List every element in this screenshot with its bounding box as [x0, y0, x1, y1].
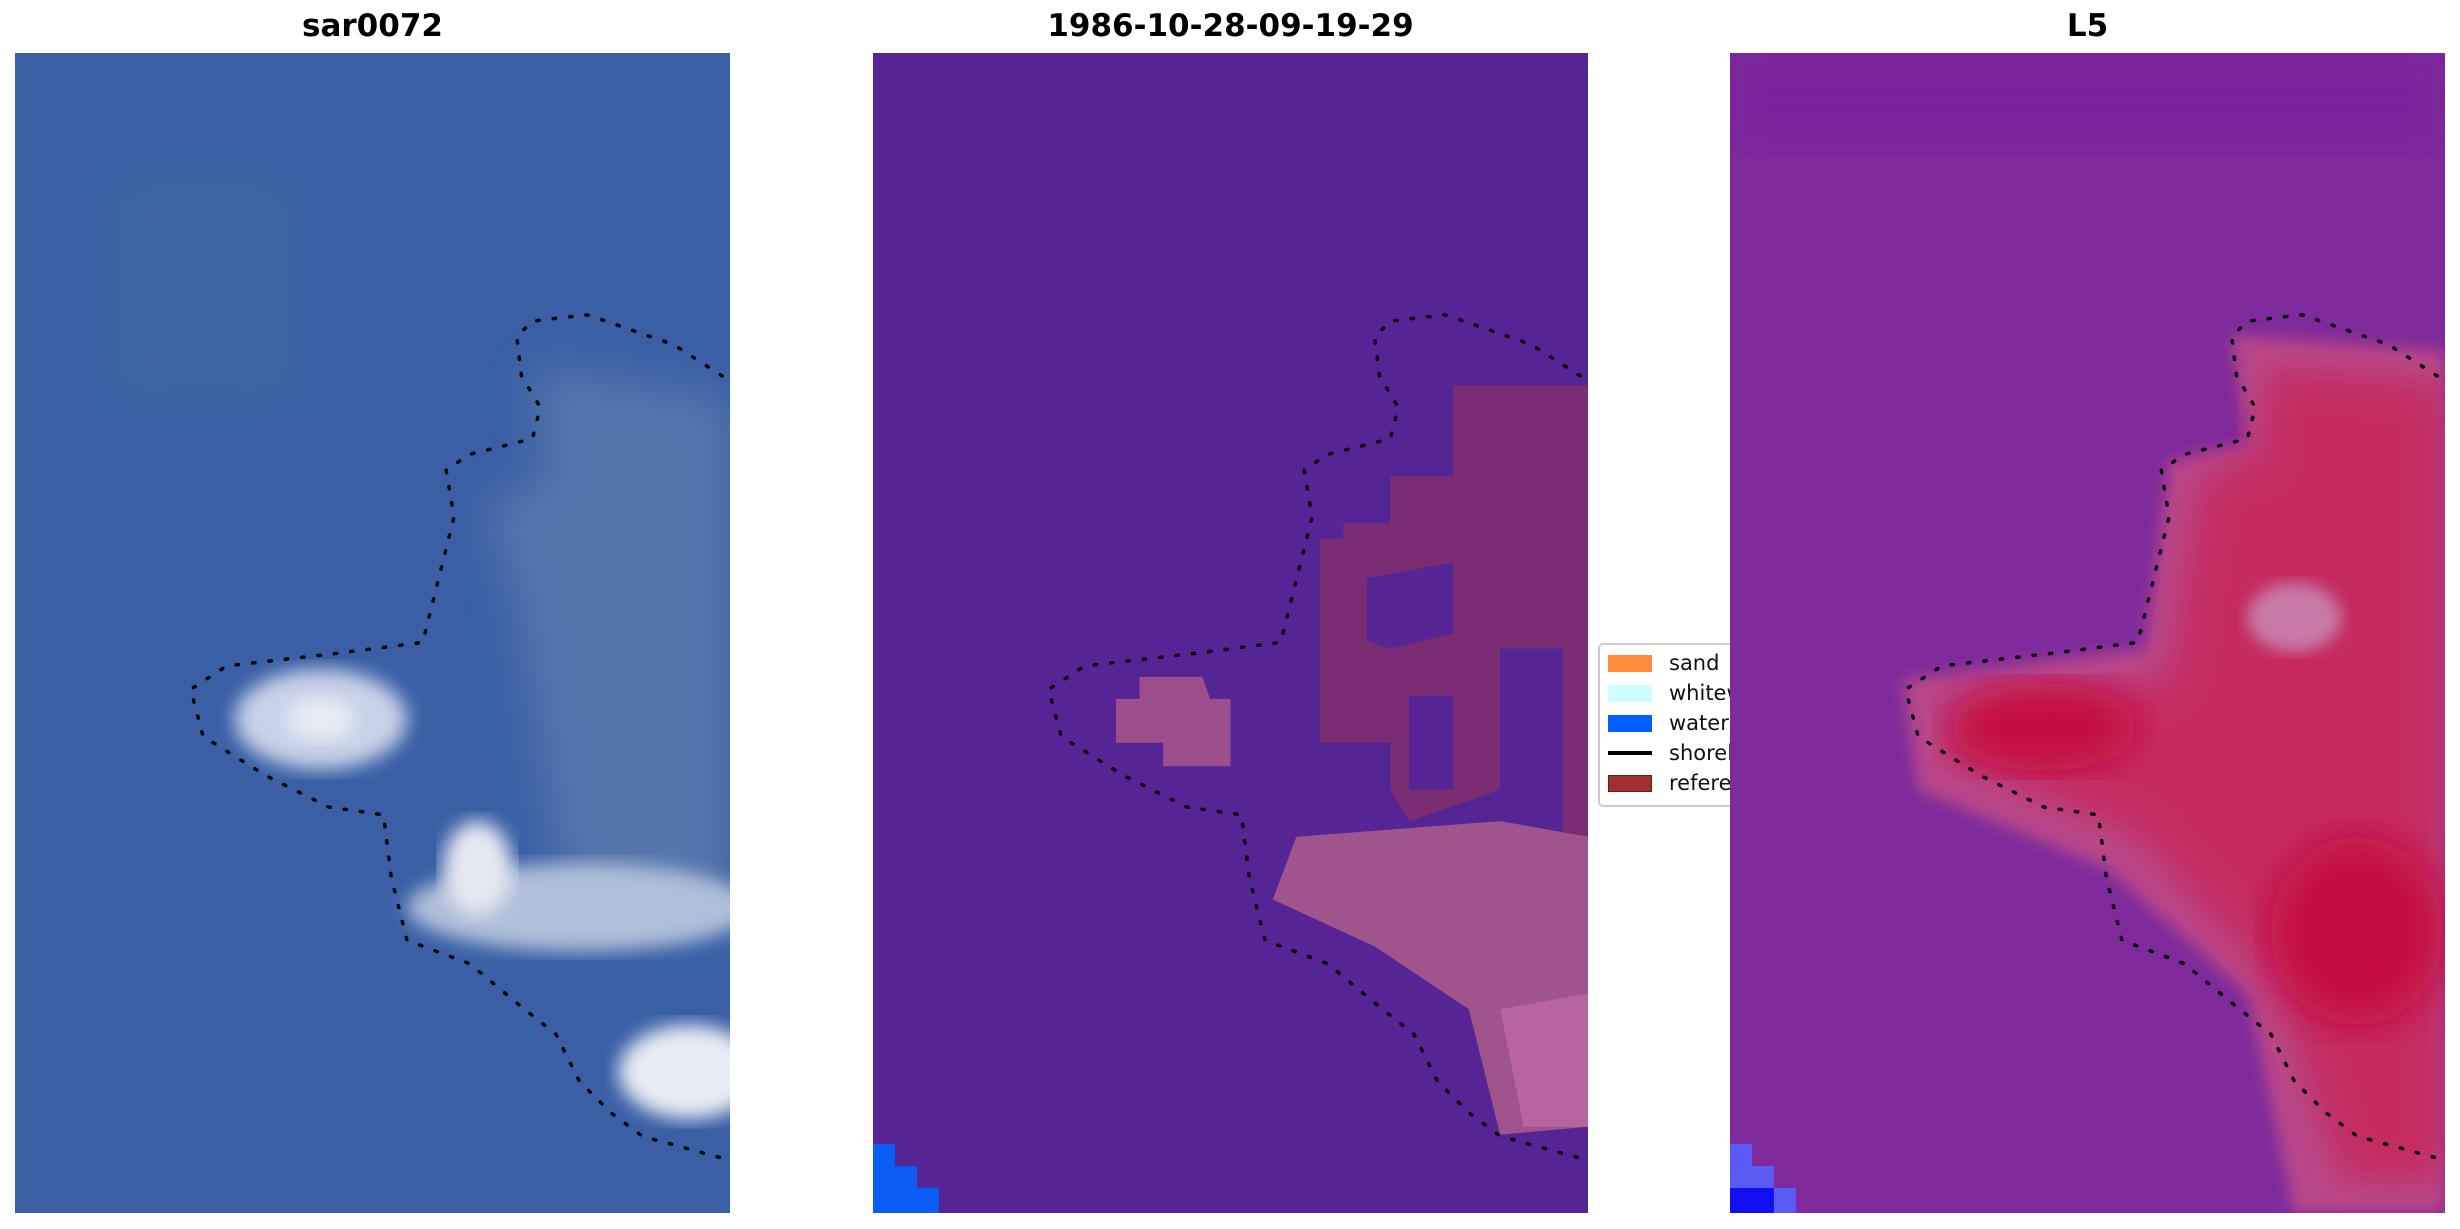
- legend-label: sand: [1669, 651, 1720, 675]
- legend-item-water: water: [1608, 711, 1729, 735]
- shoreline: [1046, 313, 1582, 1160]
- water-swatch: [1608, 714, 1652, 732]
- shoreline: [188, 313, 724, 1160]
- water-pixels: [873, 1144, 939, 1213]
- classified-image-panel: [873, 53, 1588, 1213]
- legend-item-whitewater: whitew: [1608, 681, 1744, 705]
- legend-item-reference: referer: [1608, 771, 1740, 795]
- shoreline-swatch: [1608, 751, 1652, 755]
- reference-region: [1319, 385, 1588, 837]
- legend-item-sand: sand: [1608, 651, 1719, 675]
- reference-region: [1272, 821, 1588, 1135]
- shoreline: [1903, 313, 2439, 1160]
- whitewater-swatch: [1608, 684, 1652, 702]
- legend-label: referer: [1669, 771, 1741, 795]
- reference-blob: [1116, 676, 1231, 767]
- sand-swatch: [1608, 654, 1652, 672]
- panel-title-index: L5: [2066, 8, 2109, 44]
- panel-title-classified: 1986-10-28-09-19-29: [1047, 8, 1414, 44]
- rgb-image-panel: [15, 53, 730, 1213]
- panel-title-rgb: sar0072: [302, 8, 443, 44]
- legend-label: water: [1669, 711, 1729, 735]
- index-image-panel: [1730, 53, 2445, 1213]
- legend-label: shoreli: [1669, 741, 1739, 765]
- whitewater-blob: [618, 1024, 730, 1119]
- legend-item-shoreline: shoreli: [1608, 741, 1739, 765]
- reference-swatch: [1608, 774, 1652, 792]
